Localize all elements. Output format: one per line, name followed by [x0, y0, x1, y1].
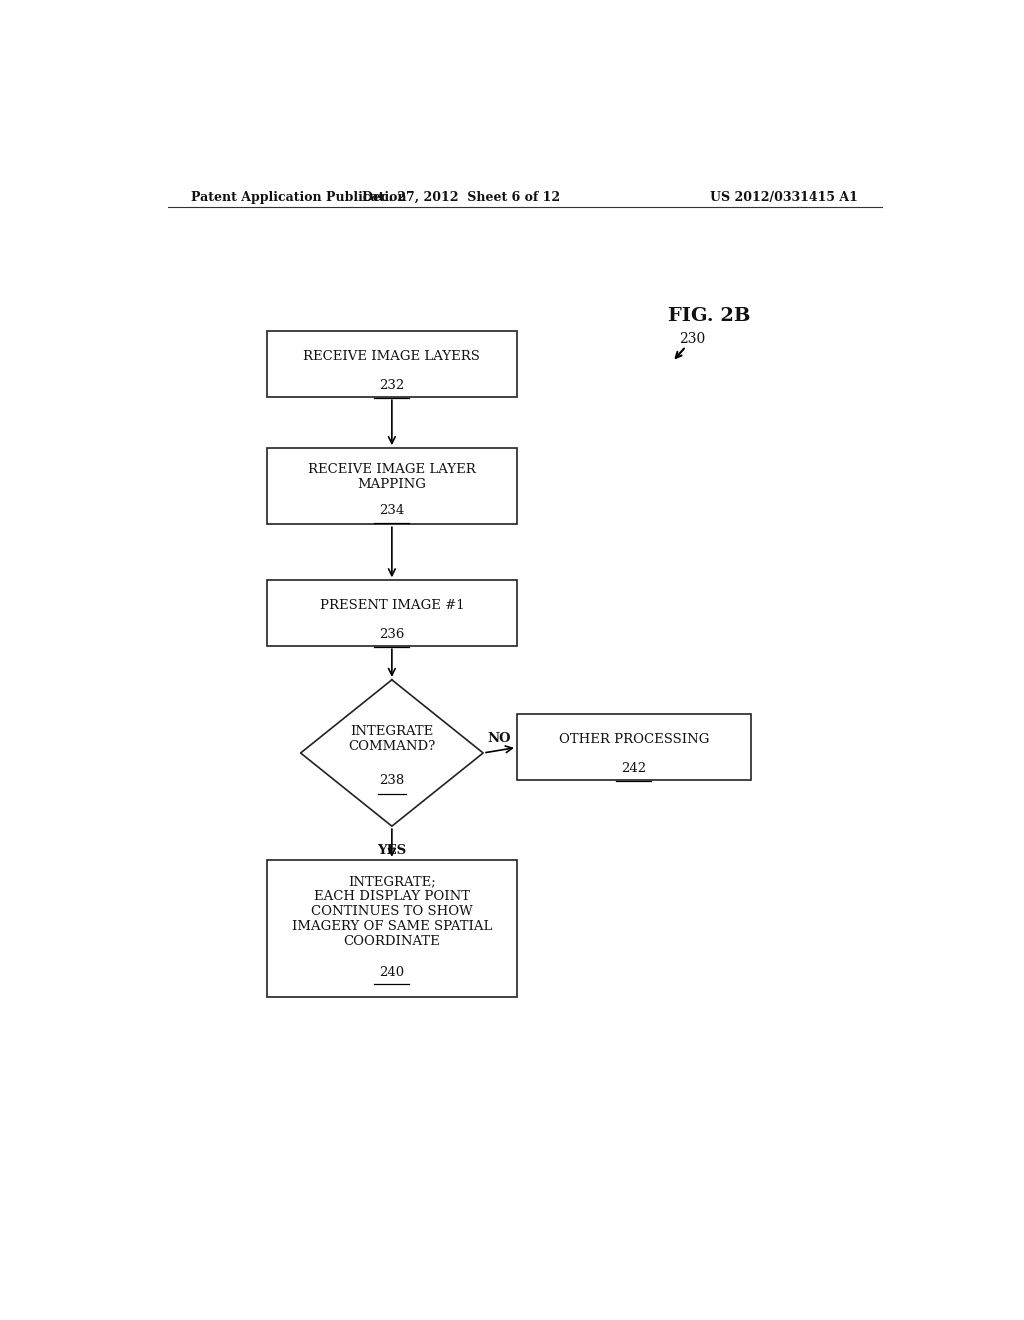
- Text: OTHER PROCESSING: OTHER PROCESSING: [559, 733, 709, 746]
- Text: 242: 242: [622, 762, 646, 775]
- Text: INTEGRATE;
EACH DISPLAY POINT
CONTINUES TO SHOW
IMAGERY OF SAME SPATIAL
COORDINA: INTEGRATE; EACH DISPLAY POINT CONTINUES …: [292, 875, 493, 948]
- FancyBboxPatch shape: [517, 714, 751, 780]
- Text: 232: 232: [379, 379, 404, 392]
- FancyBboxPatch shape: [267, 581, 517, 647]
- Text: 238: 238: [379, 775, 404, 787]
- Text: 240: 240: [379, 966, 404, 978]
- Text: YES: YES: [377, 845, 407, 858]
- Text: RECEIVE IMAGE LAYER
MAPPING: RECEIVE IMAGE LAYER MAPPING: [308, 463, 476, 491]
- Text: NO: NO: [487, 731, 511, 744]
- FancyBboxPatch shape: [267, 447, 517, 524]
- Text: FIG. 2B: FIG. 2B: [668, 308, 751, 325]
- Text: 236: 236: [379, 628, 404, 642]
- FancyBboxPatch shape: [267, 331, 517, 397]
- Text: INTEGRATE
COMMAND?: INTEGRATE COMMAND?: [348, 725, 435, 752]
- Text: PRESENT IMAGE #1: PRESENT IMAGE #1: [319, 599, 464, 611]
- Text: RECEIVE IMAGE LAYERS: RECEIVE IMAGE LAYERS: [303, 350, 480, 363]
- Text: Patent Application Publication: Patent Application Publication: [191, 190, 407, 203]
- Text: 234: 234: [379, 504, 404, 517]
- Text: 230: 230: [680, 333, 706, 346]
- Text: US 2012/0331415 A1: US 2012/0331415 A1: [711, 190, 858, 203]
- FancyBboxPatch shape: [267, 859, 517, 997]
- Text: Dec. 27, 2012  Sheet 6 of 12: Dec. 27, 2012 Sheet 6 of 12: [362, 190, 560, 203]
